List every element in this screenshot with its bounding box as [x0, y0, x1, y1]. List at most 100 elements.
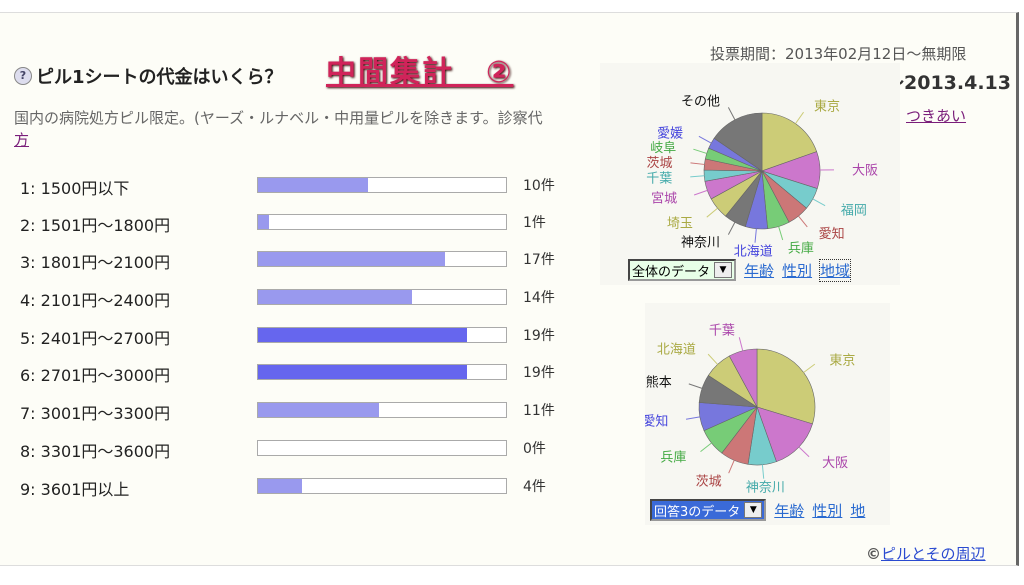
question-icon: ?	[14, 67, 32, 85]
pie-leader-line	[795, 111, 804, 124]
result-bar	[257, 177, 507, 193]
count-label: 0件	[523, 441, 546, 457]
result-row: 8: 3301円～3600円 0件	[20, 438, 580, 461]
pie-leader-line	[685, 416, 700, 420]
poll-panel: ? ピル1シートの代金はいくら？ 中間集計 ② 国内の病院処方ピル限定。(ヤーズ…	[0, 12, 1019, 566]
result-bar	[257, 364, 507, 380]
option-label: 7: 3001円～3300円	[20, 404, 171, 423]
count-label: 10件	[523, 178, 555, 194]
pie-label: 神奈川	[681, 236, 720, 251]
association-link[interactable]: つきあい	[906, 107, 967, 125]
count-label: 19件	[523, 365, 555, 381]
pie-label: 千葉	[646, 171, 672, 186]
voting-period: 投票期間：2013年02月12日～無期限	[710, 45, 967, 63]
count-label: 14件	[523, 290, 555, 306]
pie-leader-line	[707, 353, 718, 365]
result-bar-fill	[258, 178, 369, 192]
option-label: 2: 1501円～1800円	[20, 216, 171, 235]
pie-slice-東京	[761, 112, 818, 172]
gender-link[interactable]: 性別	[782, 261, 813, 280]
pie-leader-line	[803, 363, 816, 373]
credit-link[interactable]: ピルとその周辺	[881, 545, 986, 563]
count-label: 4件	[523, 479, 546, 495]
pie-label: 愛媛	[657, 127, 683, 142]
count-label: 11件	[523, 403, 555, 419]
pie-label: 岐阜	[650, 140, 676, 156]
result-bar	[257, 402, 507, 418]
copyright-icon: ©	[866, 545, 881, 563]
region-link[interactable]: 地	[850, 501, 866, 520]
count-label: 1件	[523, 215, 546, 231]
option-label: 5: 2401円～2700円	[20, 329, 171, 348]
data-select-value: 回答3のデータ	[654, 504, 741, 520]
pie-leader-line	[778, 226, 784, 241]
result-row: 2: 1501円～1800円 1件	[20, 212, 580, 235]
pie-label: 愛知	[819, 226, 845, 242]
age-link[interactable]: 年齢	[774, 501, 805, 520]
pie-leader-line	[690, 175, 705, 178]
result-row: 7: 3001円～3300円 11件	[20, 400, 580, 423]
dropdown-arrow-icon[interactable]: ▼	[744, 502, 763, 518]
end-date: ～2013.4.13	[885, 72, 1011, 94]
data-select-value: 全体のデータ	[632, 264, 711, 280]
result-bar-fill	[258, 479, 303, 493]
question-text: ピル1シートの代金はいくら？	[36, 67, 283, 88]
pie-leader-line	[706, 207, 718, 218]
option-label: 8: 3301円～3600円	[20, 442, 171, 461]
pie-label: 大阪	[852, 164, 878, 179]
pie-leader-line	[812, 198, 826, 207]
result-bar	[257, 289, 507, 305]
count-label: 19件	[523, 328, 555, 344]
data-select[interactable]: 回答3のデータ ▼	[650, 499, 767, 521]
pie-leader-line	[738, 337, 744, 351]
pie-leader-line	[693, 189, 708, 196]
data-select[interactable]: 全体のデータ ▼	[628, 259, 737, 281]
pie-label: その他	[681, 94, 720, 109]
result-bar-fill	[258, 365, 468, 379]
pie-chart-answer3: 東京 大阪 神奈川 茨城 兵庫 愛知 熊本 北海道 千葉	[642, 303, 890, 525]
result-bar-fill	[258, 252, 446, 266]
description-link[interactable]: 方	[14, 131, 30, 149]
pie-leader-line	[798, 215, 808, 228]
pie-leader-line	[727, 222, 736, 235]
pie-leader-line	[690, 162, 705, 165]
pie-slice-千葉	[728, 348, 758, 408]
pie-label: 宮城	[651, 191, 677, 207]
pie-slice-大阪	[756, 406, 813, 463]
question-title: ? ピル1シートの代金はいくら？	[14, 63, 283, 89]
pie-leader-line	[700, 442, 712, 453]
pie-label: 神奈川	[746, 481, 785, 496]
pie-leader-line	[728, 460, 735, 474]
result-bar	[257, 214, 507, 230]
pie-label: 兵庫	[660, 451, 686, 466]
pie-label: 兵庫	[788, 242, 814, 257]
option-label: 9: 3601円以上	[20, 480, 130, 499]
result-bar	[257, 251, 507, 267]
pie-label: 北海道	[657, 342, 696, 357]
pie-label: 熊本	[646, 374, 672, 390]
pie-leader-line	[727, 107, 736, 120]
result-bar	[257, 440, 507, 456]
result-row: 5: 2401円～2700円 19件	[20, 325, 580, 348]
chart-controls-overall: 全体のデータ ▼ 年齢 性別 地域	[628, 258, 852, 282]
pie-label: 北海道	[734, 245, 773, 260]
result-bar	[257, 327, 507, 343]
region-link[interactable]: 地域	[819, 258, 852, 282]
pie-label: 福岡	[841, 203, 867, 218]
result-bar-fill	[258, 328, 468, 342]
gender-link[interactable]: 性別	[812, 501, 843, 520]
dropdown-arrow-icon[interactable]: ▼	[714, 262, 733, 278]
pie-label: 茨城	[647, 156, 673, 171]
pie-chart-overall: 東京 大阪 福岡 愛知 兵庫 北海道 神奈川 埼玉 宮城 千葉 茨城 岐阜 愛媛 その他	[600, 63, 900, 285]
pie-slice-その他	[713, 112, 763, 172]
pie-slice-東京	[756, 348, 816, 425]
pie-label: 千葉	[709, 323, 735, 338]
pie-leader-line	[761, 464, 765, 479]
pie-leader-line	[754, 228, 757, 243]
option-label: 6: 2701円～3000円	[20, 366, 171, 385]
age-link[interactable]: 年齢	[744, 261, 775, 280]
option-label: 3: 1801円～2100円	[20, 253, 171, 272]
credit: ©ピルとその周辺	[866, 543, 986, 564]
option-label: 4: 2101円～2400円	[20, 291, 171, 310]
result-row: 9: 3601円以上 4件	[20, 476, 580, 499]
